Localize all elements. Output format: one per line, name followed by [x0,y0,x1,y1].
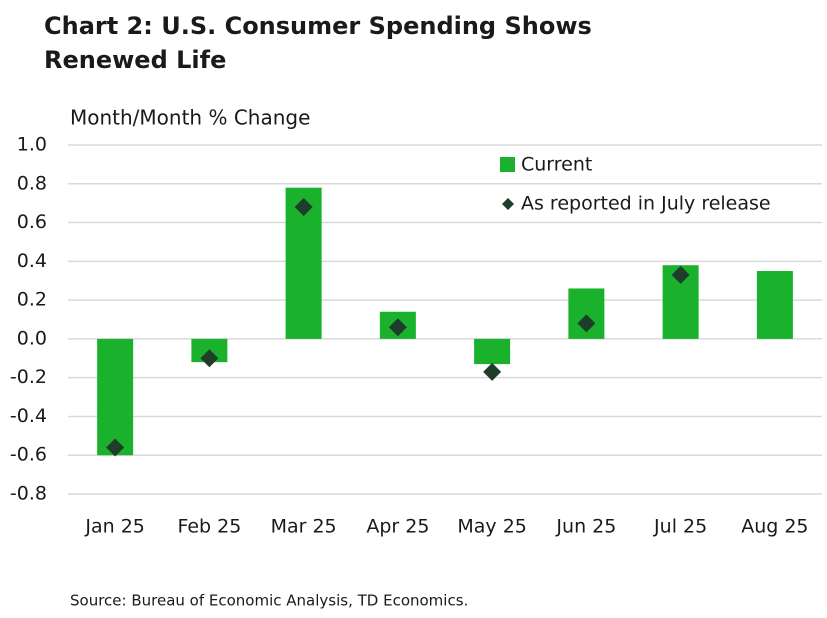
x-tick-label: Feb 25 [177,516,241,538]
y-tick-label: -0.2 [10,366,47,388]
y-tick-label: 0.6 [17,211,47,233]
y-tick-label: 0.4 [17,250,47,272]
bar [97,338,134,456]
x-tick-label: Jan 25 [84,516,145,538]
y-tick-label: 0.0 [17,327,47,349]
y-axis-label: Month/Month % Change [70,106,310,130]
legend-swatch [502,198,514,210]
y-tick-label: 0.2 [17,289,47,311]
bar [474,338,511,365]
legend-label: Current [521,154,592,176]
diamond-marker [294,198,313,217]
diamond-marker [200,349,219,368]
x-tick-label: Aug 25 [741,516,808,538]
x-tick-label: Jul 25 [653,516,707,538]
diamond-marker [388,318,407,337]
y-tick-label: -0.8 [10,483,47,505]
x-tick-label: May 25 [457,516,527,538]
source-note: Source: Bureau of Economic Analysis, TD … [70,592,468,610]
x-tick-label: Mar 25 [271,516,337,538]
chart-title: Chart 2: U.S. Consumer Spending Shows [44,12,592,40]
y-tick-label: -0.6 [10,444,47,466]
y-tick-label: 1.0 [17,134,47,156]
x-tick-label: Jun 25 [555,516,616,538]
diamond-marker [577,314,596,333]
legend-label: As reported in July release [521,193,771,215]
x-tick-label: Apr 25 [366,516,429,538]
diamond-marker [483,362,502,381]
chart-title: Renewed Life [44,46,226,74]
diamond-marker [671,265,690,284]
legend-swatch [500,157,515,172]
diamond-marker [106,438,125,457]
bar [756,271,793,339]
y-tick-label: 0.8 [17,172,47,194]
y-tick-label: -0.4 [10,405,47,427]
